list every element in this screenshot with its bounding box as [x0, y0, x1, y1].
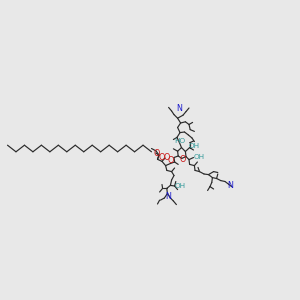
Text: N: N: [227, 182, 233, 190]
Text: O: O: [153, 148, 160, 158]
Text: O: O: [158, 153, 165, 162]
Text: OH: OH: [194, 154, 205, 160]
Text: O: O: [168, 156, 174, 165]
Text: HO: HO: [174, 138, 185, 144]
Text: OH: OH: [174, 183, 186, 189]
Text: N: N: [176, 104, 182, 113]
Text: O: O: [179, 155, 186, 164]
Text: OH: OH: [189, 142, 200, 148]
Text: N: N: [165, 192, 171, 201]
Text: O: O: [164, 153, 170, 162]
